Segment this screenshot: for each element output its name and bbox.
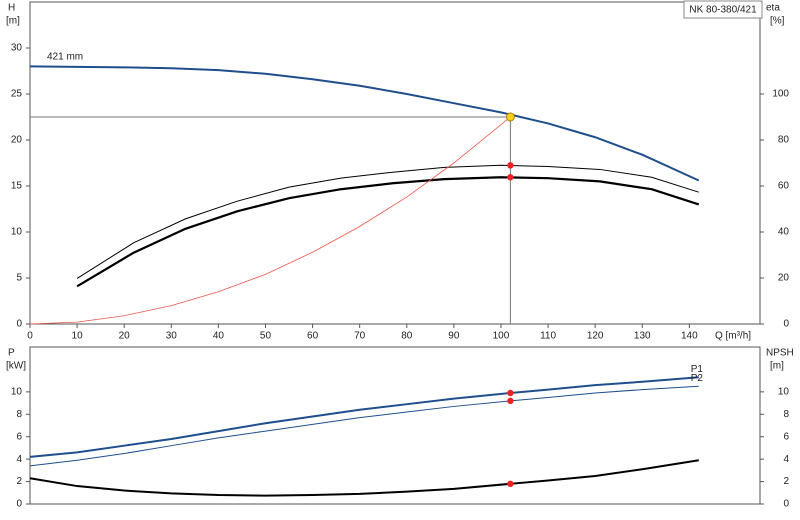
annotation: 421 mm <box>47 52 83 63</box>
x-tick-label: 0 <box>27 331 33 342</box>
y-axis-unit: [kW] <box>6 361 26 372</box>
x-tick-label: 10 <box>72 331 84 342</box>
plot-frame <box>29 346 761 505</box>
y-tick-label: 15 <box>11 181 23 192</box>
x-tick-label: 30 <box>166 331 178 342</box>
x-tick-label: 70 <box>354 331 366 342</box>
y-tick-label: 30 <box>11 43 23 54</box>
y-tick-label: 10 <box>11 227 23 238</box>
y2-tick-label: 10 <box>778 386 790 397</box>
x-tick-label: 50 <box>260 331 272 342</box>
y2-tick-label: 40 <box>778 227 790 238</box>
y2-axis-unit: [%] <box>770 16 785 27</box>
x-tick-label: 100 <box>493 331 510 342</box>
y-axis-label: P <box>8 348 15 359</box>
operating-marker <box>507 480 514 488</box>
x-tick-label: 20 <box>119 331 131 342</box>
y-axis-unit: [m] <box>6 16 20 27</box>
duty-point <box>505 112 515 122</box>
curve <box>29 65 700 182</box>
chart-title: NK 80-380/421 <box>689 5 757 16</box>
x-tick-label: 110 <box>540 331 556 342</box>
operating-marker <box>507 389 514 397</box>
y2-tick-label: 0 <box>783 319 789 330</box>
y-tick-label: 0 <box>16 319 22 330</box>
y2-axis-unit: [m] <box>770 361 784 372</box>
y-tick-label: 10 <box>11 386 23 397</box>
operating-marker <box>507 397 514 405</box>
x-tick-label: 60 <box>307 331 319 342</box>
x-tick-label: 140 <box>681 331 698 342</box>
y-tick-label: 4 <box>16 454 22 465</box>
y-tick-label: 2 <box>16 476 22 487</box>
x-tick-label: 80 <box>401 331 413 342</box>
curve <box>76 176 700 288</box>
operating-marker <box>507 174 514 181</box>
y2-tick-label: 100 <box>772 89 789 100</box>
y-tick-label: 5 <box>16 273 22 284</box>
y-tick-label: 25 <box>11 89 23 100</box>
y2-tick-label: 60 <box>778 181 790 192</box>
series-label: P1 <box>691 364 704 375</box>
y2-tick-label: 8 <box>783 409 789 420</box>
y2-tick-label: 80 <box>778 135 790 146</box>
y2-tick-label: 2 <box>783 476 789 487</box>
curve <box>29 385 699 467</box>
y-tick-label: 6 <box>16 431 22 442</box>
x-tick-label: 90 <box>448 331 460 342</box>
operating-marker <box>507 162 514 169</box>
curve <box>29 376 699 458</box>
curve <box>29 459 699 497</box>
series-label: P2 <box>691 373 704 384</box>
x-tick-label: 40 <box>213 331 225 342</box>
y2-tick-label: 4 <box>783 454 789 465</box>
x-tick-label: 120 <box>587 331 604 342</box>
y2-tick-label: 6 <box>783 431 789 442</box>
title-box <box>683 0 763 19</box>
y2-tick-label: 20 <box>778 273 790 284</box>
curve <box>76 164 699 279</box>
y2-tick-label: 0 <box>783 499 789 510</box>
y-axis-label: H <box>8 3 15 14</box>
y-tick-label: 8 <box>16 409 22 420</box>
plot-frame <box>29 1 761 325</box>
x-tick-label: 130 <box>634 331 651 342</box>
y2-axis-label: eta <box>766 3 780 14</box>
y-tick-label: 0 <box>16 499 22 510</box>
curve <box>29 116 511 325</box>
y-tick-label: 20 <box>11 135 23 146</box>
x-axis-label: Q [m³/h] <box>715 331 751 342</box>
y2-axis-label: NPSH <box>766 348 794 359</box>
